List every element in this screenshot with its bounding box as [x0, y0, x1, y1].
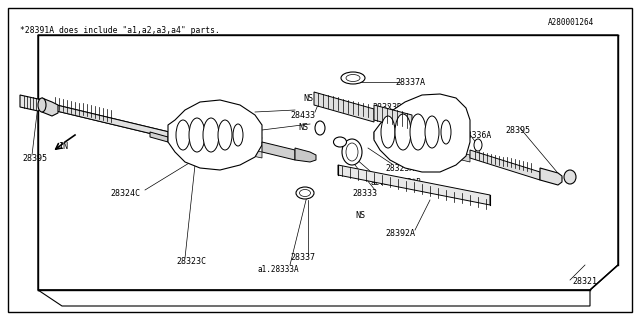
Polygon shape	[20, 95, 44, 111]
Polygon shape	[540, 168, 562, 185]
Ellipse shape	[296, 187, 314, 199]
Text: NS: NS	[303, 93, 313, 102]
Text: 28321: 28321	[572, 277, 597, 286]
Text: 28337A: 28337A	[395, 77, 425, 86]
Text: 28337: 28337	[290, 253, 315, 262]
Ellipse shape	[333, 137, 346, 147]
Text: *28391A does include "a1,a2,a3,a4" parts.: *28391A does include "a1,a2,a3,a4" parts…	[20, 26, 220, 35]
Ellipse shape	[203, 118, 219, 152]
Ellipse shape	[381, 116, 395, 148]
Ellipse shape	[300, 189, 310, 196]
Text: NS: NS	[298, 123, 308, 132]
Text: 28333: 28333	[352, 189, 377, 198]
Ellipse shape	[218, 120, 232, 150]
Polygon shape	[374, 132, 470, 162]
Ellipse shape	[564, 170, 576, 184]
Polygon shape	[314, 92, 374, 122]
Text: a2.28324B*B: a2.28324B*B	[370, 178, 421, 187]
Polygon shape	[374, 105, 412, 130]
Polygon shape	[38, 35, 618, 290]
Text: 28324C: 28324C	[110, 189, 140, 198]
Text: 28323C: 28323C	[176, 258, 206, 267]
Ellipse shape	[315, 121, 325, 135]
Text: 28324B*A: 28324B*A	[218, 125, 257, 134]
Text: 28323A: 28323A	[385, 164, 414, 172]
Text: a3.28324C: a3.28324C	[398, 153, 440, 162]
Polygon shape	[295, 148, 316, 162]
Polygon shape	[262, 142, 295, 160]
Text: 28323: 28323	[225, 147, 250, 156]
Text: 28323D: 28323D	[372, 102, 402, 111]
Ellipse shape	[441, 120, 451, 144]
Polygon shape	[38, 290, 590, 306]
Polygon shape	[150, 132, 168, 142]
Text: a1.28333A: a1.28333A	[257, 266, 299, 275]
Ellipse shape	[395, 114, 411, 150]
Text: A280001264: A280001264	[548, 18, 595, 27]
Ellipse shape	[342, 139, 362, 165]
Ellipse shape	[189, 118, 205, 152]
Polygon shape	[42, 98, 58, 116]
Ellipse shape	[38, 98, 46, 112]
Polygon shape	[168, 132, 262, 158]
Ellipse shape	[425, 116, 439, 148]
Text: IN: IN	[58, 141, 68, 150]
Polygon shape	[374, 94, 470, 172]
Ellipse shape	[233, 124, 243, 146]
Text: 28336A: 28336A	[462, 131, 492, 140]
Ellipse shape	[341, 72, 365, 84]
Polygon shape	[338, 165, 490, 205]
Polygon shape	[168, 100, 262, 170]
Text: *28391A: *28391A	[202, 109, 236, 118]
Text: NS: NS	[355, 212, 365, 220]
Text: 28395: 28395	[22, 154, 47, 163]
Ellipse shape	[410, 114, 426, 150]
Text: 28433: 28433	[290, 110, 315, 119]
Ellipse shape	[176, 120, 190, 150]
Polygon shape	[470, 150, 540, 180]
Text: 28392A: 28392A	[385, 229, 415, 238]
Ellipse shape	[474, 139, 482, 151]
Ellipse shape	[346, 143, 358, 161]
Text: 28395: 28395	[505, 125, 530, 134]
Polygon shape	[44, 102, 190, 143]
Ellipse shape	[346, 75, 360, 82]
Ellipse shape	[413, 115, 423, 129]
Text: a4.28335: a4.28335	[412, 141, 449, 150]
